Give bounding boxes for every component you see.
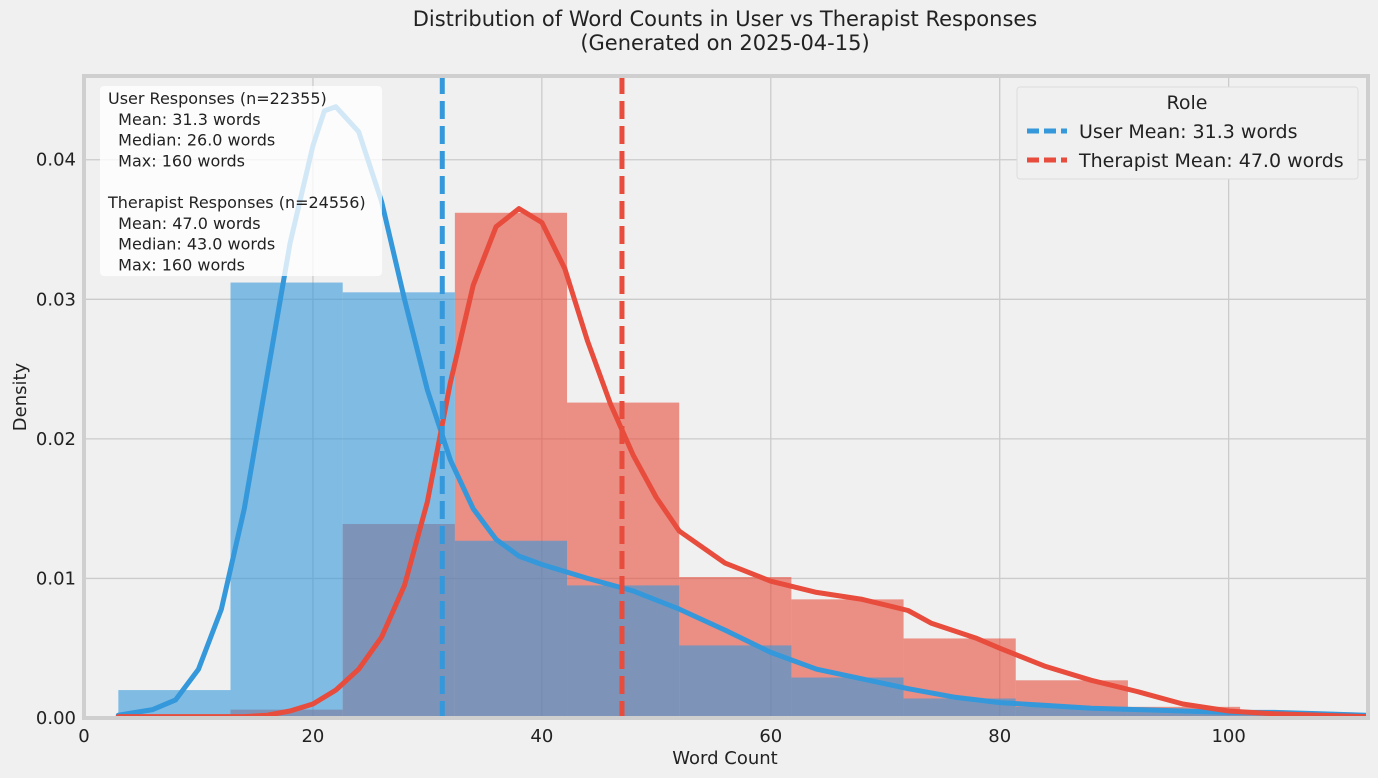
annotation-line: Mean: 31.3 words xyxy=(108,110,261,129)
annotation-line: Mean: 47.0 words xyxy=(108,214,261,233)
user-bar xyxy=(679,645,792,718)
annotation-line: User Responses (n=22355) xyxy=(108,89,327,108)
annotation-line: Median: 26.0 words xyxy=(108,131,275,150)
x-tick-label: 20 xyxy=(301,726,324,747)
x-tick-label: 60 xyxy=(759,726,782,747)
legend-title: Role xyxy=(1167,92,1208,114)
chart-subtitle: (Generated on 2025-04-15) xyxy=(580,31,869,55)
annotation-line: Therapist Responses (n=24556) xyxy=(107,193,366,212)
annotation-box xyxy=(100,86,382,276)
user-bar xyxy=(454,540,568,718)
y-tick-label: 0.01 xyxy=(36,568,76,589)
user-kde-line xyxy=(115,104,1369,718)
stats-annotation: User Responses (n=22355) Mean: 31.3 word… xyxy=(100,86,382,276)
y-tick-label: 0.02 xyxy=(36,429,76,450)
y-axis-label: Density xyxy=(10,362,31,431)
y-tick-label: 0.04 xyxy=(36,150,76,171)
x-axis-label: Word Count xyxy=(672,748,777,769)
user-bar xyxy=(342,292,455,718)
annotation-line: Max: 160 words xyxy=(108,255,245,274)
legend-entry-user: User Mean: 31.3 words xyxy=(1079,121,1298,143)
plot-frame xyxy=(82,74,1370,720)
user-bar xyxy=(1015,706,1128,718)
legend-box xyxy=(1016,86,1359,180)
kde-curves xyxy=(115,104,1369,720)
legend: Role User Mean: 31.3 words Therapist Mea… xyxy=(1016,86,1359,180)
x-tick-label: 80 xyxy=(988,726,1011,747)
user-bar xyxy=(1127,709,1241,718)
x-tick-label: 40 xyxy=(530,726,553,747)
user-bar xyxy=(230,282,343,718)
therapist-kde-line xyxy=(115,206,1369,720)
x-tick-label: 0 xyxy=(78,726,89,747)
mean-lines xyxy=(439,76,625,718)
x-tick-label: 100 xyxy=(1211,726,1245,747)
y-tick-label: 0.00 xyxy=(36,708,76,729)
legend-entry-therapist: Therapist Mean: 47.0 words xyxy=(1078,150,1344,172)
y-tick-label: 0.03 xyxy=(36,289,76,310)
chart-title: Distribution of Word Counts in User vs T… xyxy=(413,7,1038,31)
annotation-line: Max: 160 words xyxy=(108,151,245,170)
axis-ticks: 0 20 40 60 80 100 0.00 0.01 0.02 0.03 0.04 xyxy=(36,150,1246,747)
annotation-line: Median: 43.0 words xyxy=(108,235,275,254)
